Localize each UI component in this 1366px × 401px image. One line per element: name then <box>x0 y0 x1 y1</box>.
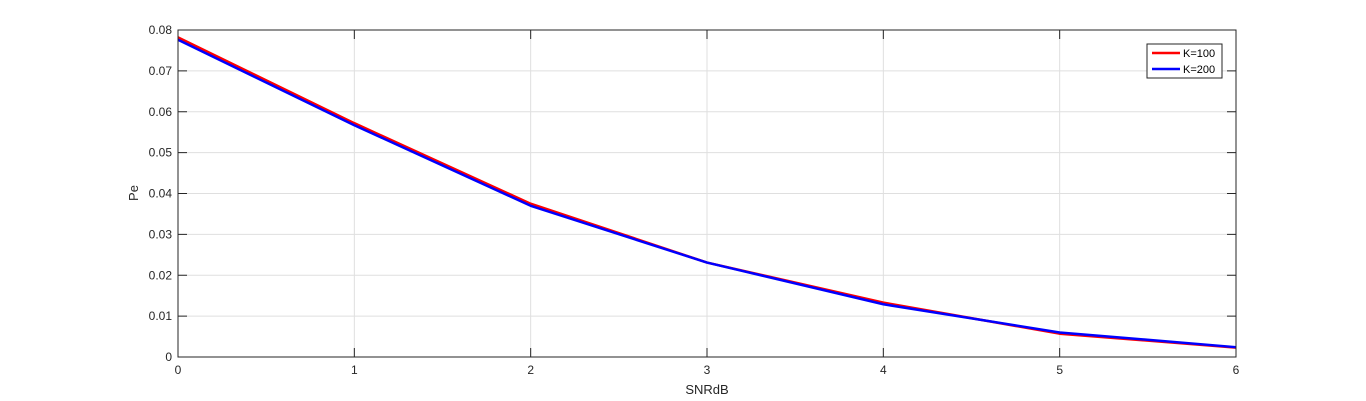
x-tick-label: 0 <box>175 363 182 377</box>
legend-box <box>1146 43 1223 79</box>
y-tick-label: 0.08 <box>149 23 173 37</box>
x-axis-ticks: 0 1 2 3 4 5 6 <box>175 30 1240 377</box>
y-tick-label: 0.07 <box>149 64 173 78</box>
legend-entry-label: K=100 <box>1183 48 1215 60</box>
legend: K=100 K=200 <box>1146 43 1223 79</box>
x-axis-label: SNRdB <box>685 382 728 397</box>
y-tick-label: 0.05 <box>149 146 173 160</box>
y-tick-label: 0.04 <box>149 187 173 201</box>
x-tick-label: 4 <box>880 363 887 377</box>
y-tick-label: 0 <box>165 350 172 364</box>
x-tick-label: 1 <box>351 363 358 377</box>
x-tick-label: 3 <box>704 363 711 377</box>
y-tick-label: 0.02 <box>149 268 173 282</box>
x-tick-label: 2 <box>527 363 534 377</box>
series-line-k-200 <box>177 38 1237 349</box>
legend-entry-label: K=200 <box>1183 64 1215 76</box>
x-tick-label: 5 <box>1056 363 1063 377</box>
y-axis-label: Pe <box>126 185 141 201</box>
y-tick-label: 0.06 <box>149 105 173 119</box>
x-tick-label: 6 <box>1233 363 1240 377</box>
series-layer <box>177 36 1237 349</box>
y-tick-label: 0.03 <box>149 227 173 241</box>
y-axis-ticks: 0 0.01 0.02 0.03 0.04 0.05 0.06 0.07 0.08 <box>149 23 1236 364</box>
y-tick-label: 0.01 <box>149 309 173 323</box>
